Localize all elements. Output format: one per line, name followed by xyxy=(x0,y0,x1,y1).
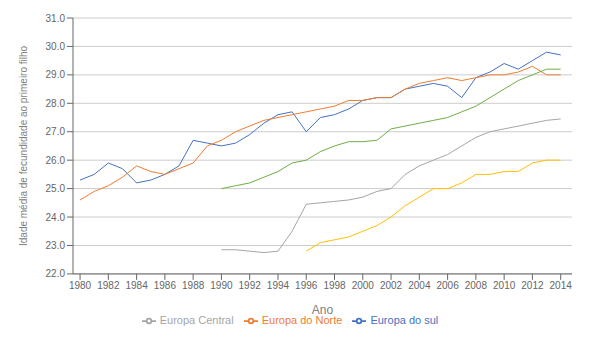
svg-text:2010: 2010 xyxy=(493,280,516,291)
html-text:Europa Central: Europa Central xyxy=(159,313,234,326)
svg-text:2012: 2012 xyxy=(521,280,544,291)
svg-text:23.0: 23.0 xyxy=(46,240,66,251)
html-text:Europa do sul: Europa do sul xyxy=(370,313,439,326)
svg-text:1980: 1980 xyxy=(69,280,92,291)
svg-text:1996: 1996 xyxy=(295,280,318,291)
svg-text:2004: 2004 xyxy=(408,280,431,291)
svg-text:Ano: Ano xyxy=(312,303,334,317)
svg-text:1982: 1982 xyxy=(97,280,120,291)
svg-text:1992: 1992 xyxy=(239,280,262,291)
svg-text:22.0: 22.0 xyxy=(46,268,66,279)
html-text:Europa do Norte: Europa do Norte xyxy=(261,313,343,326)
svg-text:2006: 2006 xyxy=(436,280,459,291)
svg-text:1986: 1986 xyxy=(154,280,177,291)
svg-text:1990: 1990 xyxy=(210,280,233,291)
svg-text:1998: 1998 xyxy=(323,280,346,291)
svg-text:25.0: 25.0 xyxy=(46,183,66,194)
svg-text:24.0: 24.0 xyxy=(46,212,66,223)
svg-text:27.0: 27.0 xyxy=(46,126,66,137)
svg-text:Idade média de fecundidade ao: Idade média de fecundidade ao primeiro f… xyxy=(18,45,29,246)
svg-text:1988: 1988 xyxy=(182,280,205,291)
svg-text:2000: 2000 xyxy=(352,280,375,291)
svg-text:30.0: 30.0 xyxy=(46,41,66,52)
svg-text:31.0: 31.0 xyxy=(46,13,66,24)
svg-text:2002: 2002 xyxy=(380,280,403,291)
svg-text:26.0: 26.0 xyxy=(46,155,66,166)
svg-text:1984: 1984 xyxy=(125,280,148,291)
svg-text:2008: 2008 xyxy=(465,280,488,291)
svg-text:29.0: 29.0 xyxy=(46,69,66,80)
svg-text:28.0: 28.0 xyxy=(46,98,66,109)
svg-text:2014: 2014 xyxy=(550,280,573,291)
svg-text:1994: 1994 xyxy=(267,280,290,291)
